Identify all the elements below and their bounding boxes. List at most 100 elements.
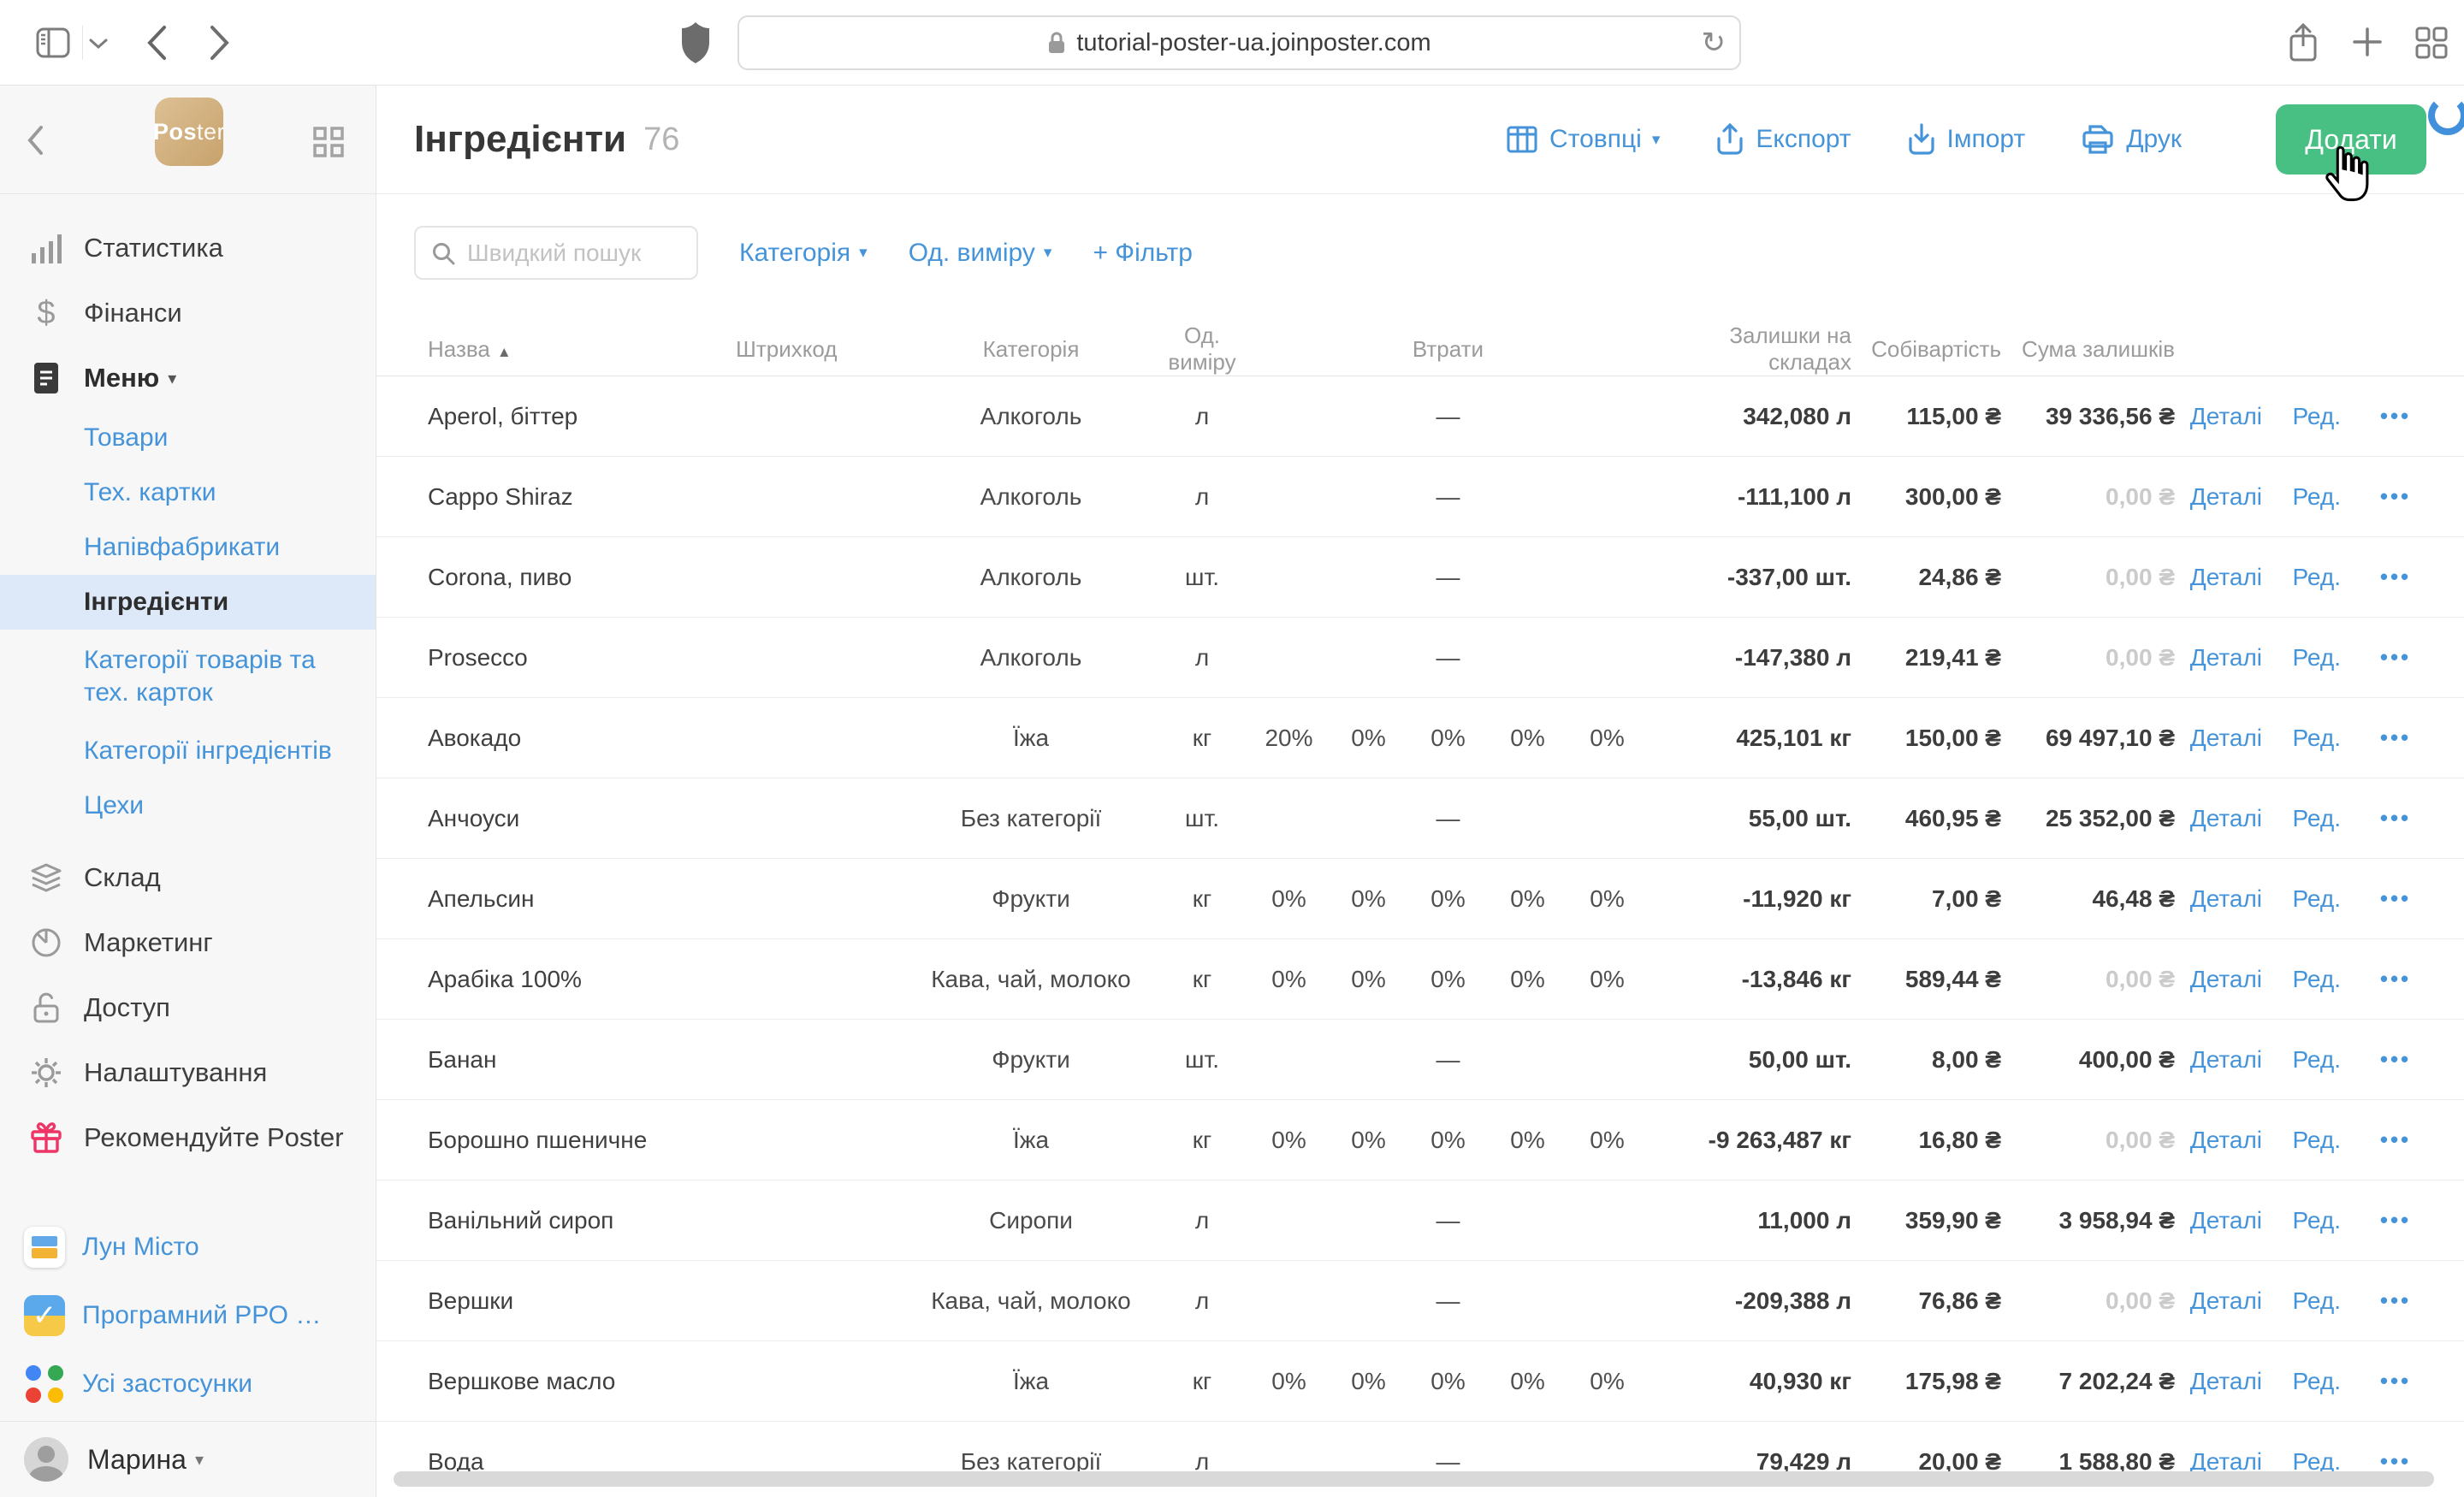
chevron-down-icon[interactable] — [89, 38, 108, 50]
column-header-losses[interactable]: Втрати — [1412, 335, 1484, 362]
back-icon[interactable] — [145, 24, 168, 62]
privacy-shield-icon[interactable] — [681, 21, 710, 65]
row-menu-button[interactable]: ••• — [2379, 1287, 2412, 1313]
forward-icon[interactable] — [209, 24, 231, 62]
details-link[interactable]: Деталі — [2189, 804, 2262, 831]
edit-link[interactable]: Ред. — [2292, 1126, 2341, 1153]
row-menu-button[interactable]: ••• — [2379, 644, 2412, 670]
details-link[interactable]: Деталі — [2189, 1367, 2262, 1394]
loss-percent — [1567, 403, 1647, 430]
table-row: Апельсин Фрукти кг 0% 0% 0% 0% 0% -11,920 кг 7,00… — [376, 859, 2464, 939]
sidebar-item-access[interactable]: Доступ — [0, 975, 376, 1040]
sidebar-item-statistics[interactable]: Статистика — [0, 216, 376, 281]
edit-link[interactable]: Ред. — [2292, 563, 2341, 590]
share-icon[interactable] — [2288, 22, 2319, 63]
row-menu-button[interactable]: ••• — [2379, 403, 2412, 429]
columns-button[interactable]: Стовпці ▾ — [1507, 125, 1660, 154]
column-header-category[interactable]: Категорія — [982, 335, 1080, 362]
edit-link[interactable]: Ред. — [2292, 804, 2341, 831]
sum-cell: 25 352,00 ₴ — [2045, 804, 2175, 831]
details-link[interactable]: Деталі — [2189, 965, 2262, 992]
edit-link[interactable]: Ред. — [2292, 1447, 2341, 1475]
details-link[interactable]: Деталі — [2189, 1287, 2262, 1314]
unit-filter[interactable]: Од. виміру ▾ — [908, 238, 1052, 267]
new-tab-icon[interactable] — [2351, 26, 2384, 58]
row-menu-button[interactable]: ••• — [2379, 1127, 2412, 1152]
details-link[interactable]: Деталі — [2189, 1045, 2262, 1073]
row-menu-button[interactable]: ••• — [2379, 1046, 2412, 1072]
edit-link[interactable]: Ред. — [2292, 724, 2341, 751]
details-link[interactable]: Деталі — [2189, 402, 2262, 429]
edit-link[interactable]: Ред. — [2292, 1367, 2341, 1394]
details-link[interactable]: Деталі — [2189, 1447, 2262, 1475]
sidebar-item-semifinished[interactable]: Напівфабрикати — [84, 533, 281, 561]
loss-percent — [1329, 1046, 1408, 1074]
apps-grid-icon[interactable] — [313, 127, 344, 157]
sidebar-item-lun-misto[interactable]: Лун Місто — [0, 1213, 376, 1281]
edit-link[interactable]: Ред. — [2292, 402, 2341, 429]
tab-overview-icon[interactable] — [2414, 26, 2449, 60]
export-button[interactable]: Експорт — [1716, 123, 1851, 156]
sidebar-item-recommend[interactable]: Рекомендуйте Poster — [0, 1105, 376, 1170]
details-link[interactable]: Деталі — [2189, 1126, 2262, 1153]
sidebar-item-marketing[interactable]: Маркетинг — [0, 910, 376, 975]
row-menu-button[interactable]: ••• — [2379, 1368, 2412, 1393]
column-header-name[interactable]: Назва ▲ — [428, 335, 512, 362]
edit-link[interactable]: Ред. — [2292, 965, 2341, 992]
column-header-sum[interactable]: Сума залишків — [2022, 335, 2175, 362]
edit-link[interactable]: Ред. — [2292, 885, 2341, 912]
details-link[interactable]: Деталі — [2189, 482, 2262, 510]
row-menu-button[interactable]: ••• — [2379, 1207, 2412, 1233]
category-cell: Кава, чай, молоко — [931, 1287, 1131, 1314]
details-link[interactable]: Деталі — [2189, 563, 2262, 590]
category-filter[interactable]: Категорія ▾ — [739, 238, 868, 267]
edit-link[interactable]: Ред. — [2292, 1045, 2341, 1073]
sidebar-toggle-icon[interactable] — [36, 27, 70, 58]
search-input[interactable] — [467, 239, 681, 267]
url-bar[interactable]: tutorial-poster-ua.joinposter.com ↻ — [737, 15, 1741, 70]
row-menu-button[interactable]: ••• — [2379, 564, 2412, 589]
column-header-cost[interactable]: Собівартість — [1871, 335, 2001, 362]
sidebar-item-menu[interactable]: Меню ▾ — [0, 346, 376, 411]
sidebar-item-workshops[interactable]: Цехи — [84, 791, 144, 820]
sum-cell: 0,00 ₴ — [2106, 482, 2175, 510]
details-link[interactable]: Деталі — [2189, 643, 2262, 671]
poster-logo[interactable]: Pos ter — [153, 98, 225, 166]
edit-link[interactable]: Ред. — [2292, 1206, 2341, 1234]
row-menu-button[interactable]: ••• — [2379, 483, 2412, 509]
row-menu-button[interactable]: ••• — [2379, 966, 2412, 991]
sidebar-item-products[interactable]: Товари — [84, 423, 169, 452]
row-menu-button[interactable]: ••• — [2379, 725, 2412, 750]
sidebar-item-product-categories[interactable]: Категорії товарів та тех. карток — [84, 646, 316, 707]
reload-icon[interactable]: ↻ — [1701, 27, 1727, 59]
sidebar-item-ingredient-categories[interactable]: Категорії інгредієнтів — [84, 737, 332, 765]
add-filter-button[interactable]: + Фільтр — [1093, 238, 1193, 267]
sidebar-item-prro[interactable]: ✓ Програмний РРО … — [0, 1281, 376, 1350]
column-header-stock[interactable]: Залишки на складах — [1729, 322, 1851, 375]
import-button[interactable]: Імпорт — [1908, 123, 2025, 156]
edit-link[interactable]: Ред. — [2292, 643, 2341, 671]
collapse-sidebar-icon[interactable] — [26, 125, 44, 156]
sidebar-item-settings[interactable]: Налаштування — [0, 1040, 376, 1105]
loss-percent — [1329, 805, 1408, 832]
sidebar-item-tech-cards[interactable]: Тех. картки — [84, 478, 216, 506]
sidebar-item-finance[interactable]: $ Фінанси — [0, 281, 376, 346]
sidebar-item-all-apps[interactable]: Усі застосунки — [0, 1350, 376, 1418]
account-switcher[interactable]: Марина ▾ — [0, 1421, 376, 1497]
details-link[interactable]: Деталі — [2189, 885, 2262, 912]
horizontal-scrollbar[interactable] — [394, 1471, 2434, 1487]
column-header-unit[interactable]: Од. виміру — [1168, 322, 1236, 375]
column-header-barcode[interactable]: Штрихкод — [736, 335, 838, 362]
row-menu-button[interactable]: ••• — [2379, 885, 2412, 911]
print-button[interactable]: Друк — [2082, 124, 2182, 155]
details-link[interactable]: Деталі — [2189, 724, 2262, 751]
sidebar-item-ingredients[interactable]: Інгредієнти — [0, 575, 376, 630]
edit-link[interactable]: Ред. — [2292, 482, 2341, 510]
sidebar-item-warehouse[interactable]: Склад — [0, 845, 376, 910]
row-menu-button[interactable]: ••• — [2379, 805, 2412, 831]
row-menu-button[interactable]: ••• — [2379, 1448, 2412, 1474]
chevron-down-icon: ▾ — [1651, 130, 1661, 149]
search-box[interactable] — [414, 226, 698, 280]
details-link[interactable]: Деталі — [2189, 1206, 2262, 1234]
edit-link[interactable]: Ред. — [2292, 1287, 2341, 1314]
